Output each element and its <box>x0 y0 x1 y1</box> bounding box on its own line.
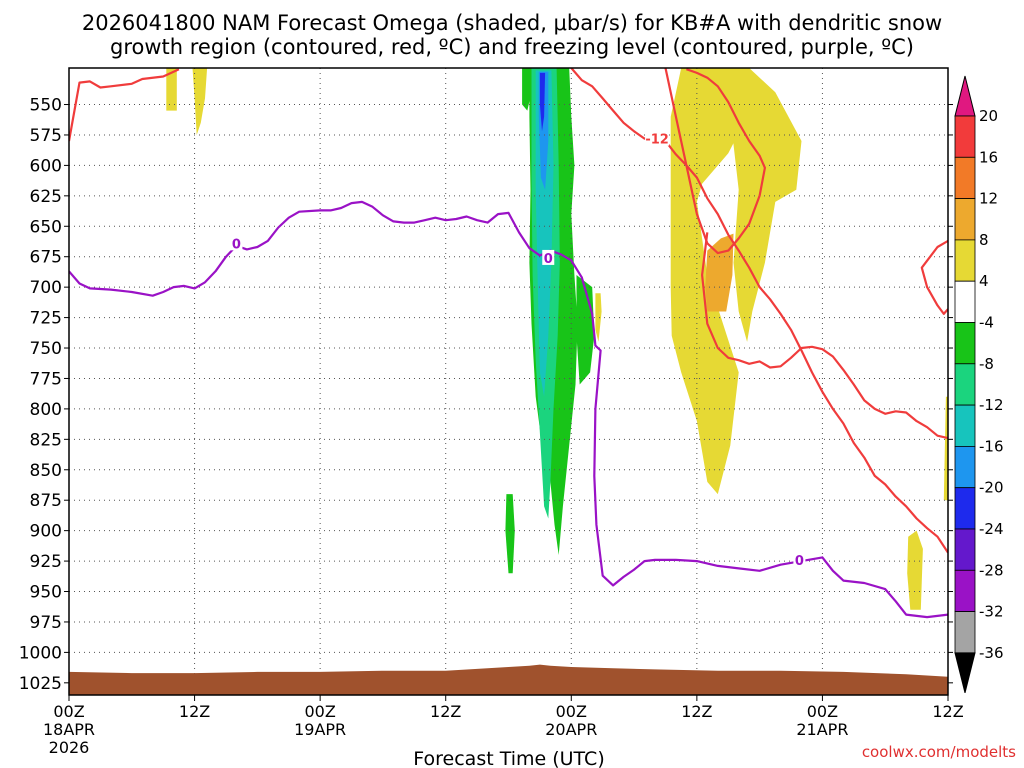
omega-yellow-early-b <box>192 68 208 135</box>
x-axis-label: Forecast Time (UTC) <box>413 748 604 768</box>
colorbar-label: -12 <box>979 396 1004 414</box>
colorbar-label: -24 <box>979 520 1004 538</box>
freezing-level-contour <box>69 200 948 619</box>
colorbar-swatch <box>954 280 976 323</box>
y-tick-label: 1025 <box>19 674 62 694</box>
y-tick-label: 650 <box>30 217 62 237</box>
omega-yellow-small-a <box>595 293 602 342</box>
dgz-contour-2 <box>570 68 948 554</box>
omega-yellow-early-a <box>166 68 177 111</box>
colorbar-bottom-triangle <box>954 652 976 694</box>
contour-label-bg <box>645 130 670 146</box>
colorbar-swatch <box>954 239 976 282</box>
freezing-contour-label: 0 <box>544 252 553 267</box>
colorbar-label: 12 <box>979 190 998 208</box>
colorbar-label: -36 <box>979 644 1004 662</box>
colorbar-swatch <box>954 445 976 489</box>
omega-blue <box>539 72 546 132</box>
colorbar-label: -16 <box>979 437 1004 455</box>
chart-title-line-2: growth region (contoured, red, ºC) and f… <box>110 35 914 59</box>
colorbar-label: -32 <box>979 603 1004 621</box>
colorbar-label: -20 <box>979 479 1004 497</box>
x-tick-year: 2026 <box>49 738 90 757</box>
y-tick-label: 575 <box>30 126 62 146</box>
colorbar-label: -28 <box>979 561 1004 579</box>
colorbar-label: 20 <box>979 107 998 125</box>
terrain-layer <box>69 664 948 695</box>
freezing-contour-label: 0 <box>795 554 804 569</box>
x-tick-date: 21APR <box>796 720 848 739</box>
colorbar-swatch <box>954 322 976 365</box>
x-tick-label: 12Z <box>681 702 712 721</box>
x-tick-label: 00Z <box>53 702 84 721</box>
plot-area: 0 0 0 -12 <box>68 67 949 696</box>
colorbar-label: -4 <box>979 314 994 332</box>
colorbar-swatch <box>954 528 976 571</box>
colorbar-swatch <box>954 156 976 200</box>
y-tick-label: 750 <box>30 339 62 359</box>
y-tick-label: 550 <box>30 96 62 116</box>
colorbar-label: 8 <box>979 231 989 249</box>
dgz-contour-5 <box>920 239 948 315</box>
credit-link[interactable]: coolwx.com/modelts <box>862 743 1016 761</box>
dgz-contour-4 <box>701 232 948 440</box>
dgz-contour-label: -12 <box>645 133 669 148</box>
colorbar-swatch <box>954 404 976 447</box>
y-tick-label: 675 <box>30 248 62 268</box>
colorbar: 20 16 12 8 4 -4 -8 -12 -16 -20 -24 -28 -32 -36 <box>954 75 1004 694</box>
x-tick-label: 12Z <box>179 702 210 721</box>
y-tick-label: 800 <box>30 400 62 420</box>
x-tick-date: 19APR <box>294 720 346 739</box>
x-tick-date: 18APR <box>43 720 95 739</box>
y-tick-label: 700 <box>30 278 62 298</box>
freezing-contour-label: 0 <box>232 237 241 252</box>
colorbar-swatch <box>954 115 976 158</box>
colorbar-top-triangle <box>954 75 976 117</box>
plot-frame <box>68 67 949 696</box>
y-tick-label: 850 <box>30 461 62 481</box>
omega-yellow-late-a <box>907 530 923 610</box>
colorbar-label: -8 <box>979 355 994 373</box>
dgz-contour-1 <box>69 68 180 142</box>
contour-label-bg <box>542 249 555 265</box>
x-tick-label: 00Z <box>807 702 838 721</box>
colorbar-swatch <box>954 198 976 241</box>
colorbar-swatch <box>954 569 976 612</box>
contour-label-bg <box>793 551 806 567</box>
omega-green-lower-blob <box>505 494 515 574</box>
x-tick-label: 12Z <box>932 702 963 721</box>
y-tick-label: 625 <box>30 187 62 207</box>
colorbar-label: 4 <box>979 272 989 290</box>
y-tick-label: 900 <box>30 522 62 542</box>
contour-layer: 0 0 0 -12 <box>69 68 948 619</box>
y-tick-label: 975 <box>30 613 62 633</box>
omega-shading-layer <box>166 68 948 610</box>
y-tick-label: 825 <box>30 430 62 450</box>
terrain-fill <box>69 664 948 695</box>
y-tick-label: 1000 <box>19 643 62 663</box>
y-tick-label: 950 <box>30 583 62 603</box>
y-axis-ticks: 550 575 600 625 650 675 700 725 750 775 800 825 850 8… <box>19 96 953 694</box>
chart-title-line-1: 2026041800 NAM Forecast Omega (shaded, μ… <box>82 11 942 35</box>
y-tick-label: 875 <box>30 491 62 511</box>
y-tick-label: 600 <box>30 156 62 176</box>
x-tick-label: 12Z <box>430 702 461 721</box>
omega-orange <box>705 233 734 312</box>
plot-background <box>69 68 948 695</box>
colorbar-swatch <box>954 611 976 654</box>
x-tick-date: 20APR <box>545 720 597 739</box>
y-tick-label: 775 <box>30 369 62 389</box>
colorbar-swatch <box>954 487 976 530</box>
contour-label-bg <box>230 235 243 251</box>
omega-yellow-late-b <box>943 396 948 501</box>
dgz-contour-3 <box>664 68 766 255</box>
x-tick-label: 00Z <box>556 702 587 721</box>
y-tick-label: 725 <box>30 309 62 329</box>
colorbar-label: 16 <box>979 148 998 166</box>
y-tick-label: 925 <box>30 552 62 572</box>
x-tick-label: 00Z <box>304 702 335 721</box>
colorbar-swatch <box>954 363 976 406</box>
